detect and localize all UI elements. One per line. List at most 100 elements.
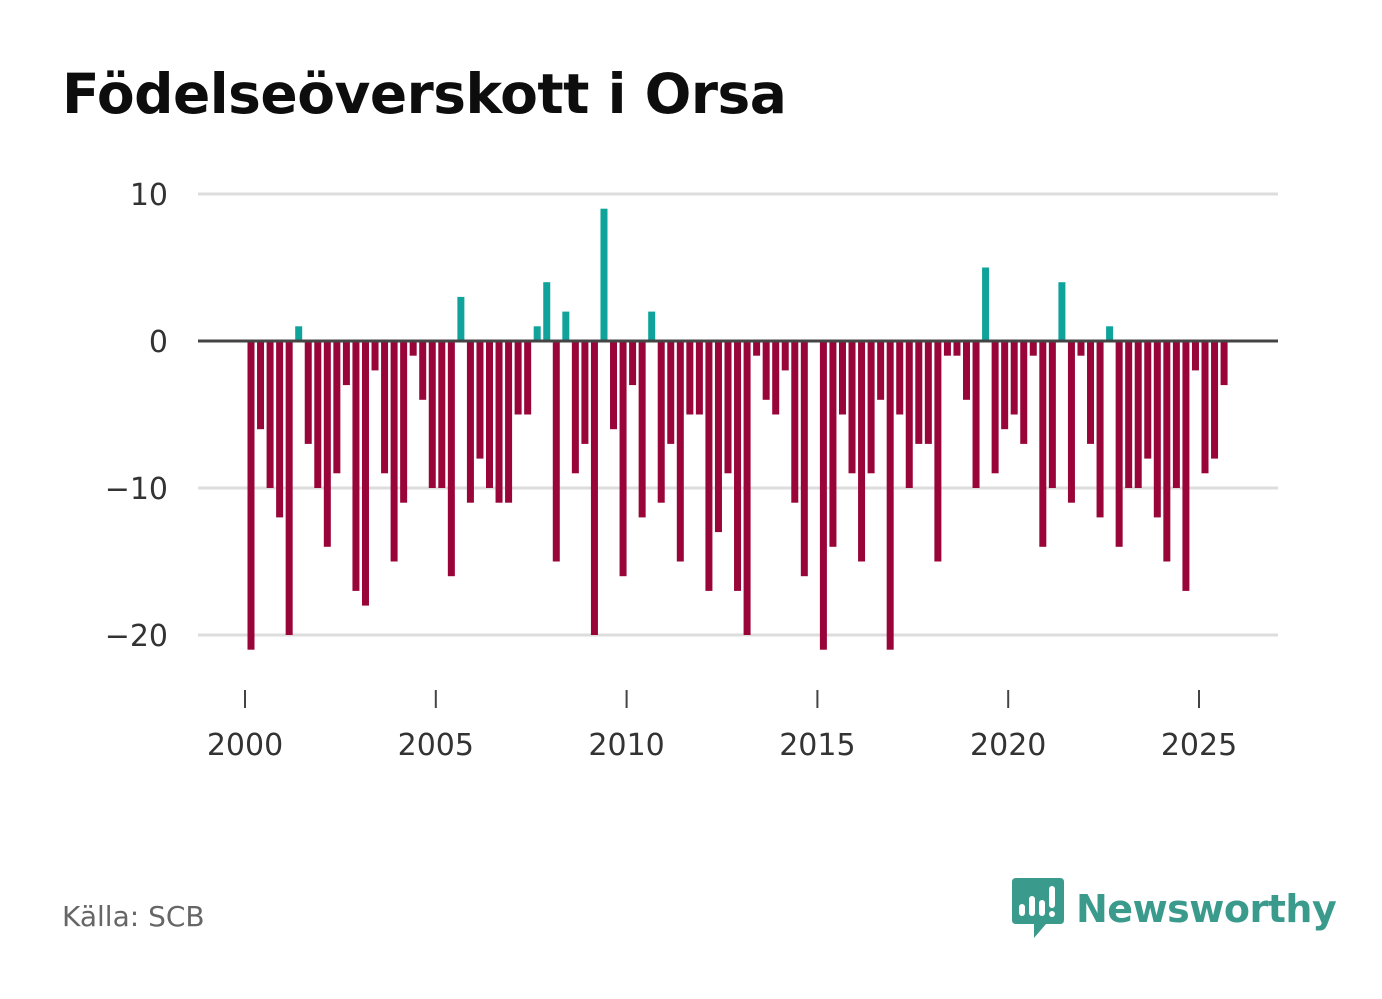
bar xyxy=(1201,341,1209,474)
bar xyxy=(590,341,598,635)
bar xyxy=(943,341,951,356)
bar xyxy=(829,341,837,547)
y-axis: 10 0 −10 −20 xyxy=(105,178,168,654)
bar-chart: 10 0 −10 −20 2000 2005 2010 2015 2020 2025 xyxy=(105,178,1278,763)
bar xyxy=(695,341,703,415)
bar xyxy=(753,341,761,356)
bar xyxy=(1172,341,1180,488)
bar xyxy=(533,326,541,341)
bar xyxy=(819,341,827,650)
bar xyxy=(419,341,427,400)
bar xyxy=(352,341,360,591)
bar xyxy=(1087,341,1095,444)
x-axis: 2000 2005 2010 2015 2020 2025 xyxy=(207,690,1237,763)
bar xyxy=(619,341,627,577)
bar xyxy=(1191,341,1199,371)
bar xyxy=(323,341,331,547)
bar xyxy=(629,341,637,386)
bar xyxy=(1039,341,1047,547)
bar xyxy=(676,341,684,562)
bar xyxy=(381,341,389,474)
brand-name: Newsworthy xyxy=(1076,887,1337,931)
bar xyxy=(924,341,932,444)
bar xyxy=(657,341,665,503)
bar xyxy=(333,341,341,474)
bar xyxy=(438,341,446,488)
bar xyxy=(1058,282,1066,341)
brand-logo: Newsworthy xyxy=(1012,878,1337,940)
bar xyxy=(972,341,980,488)
bar xyxy=(314,341,322,488)
bar xyxy=(562,311,570,341)
bar xyxy=(791,341,799,503)
bar xyxy=(524,341,532,415)
bar xyxy=(915,341,923,444)
bar xyxy=(867,341,875,474)
bar xyxy=(486,341,493,488)
bar xyxy=(1001,341,1009,430)
x-tick-label: 2005 xyxy=(398,728,474,763)
bar xyxy=(1220,341,1228,386)
x-tick-label: 2010 xyxy=(588,728,664,763)
bar xyxy=(581,341,589,444)
bar xyxy=(1211,341,1219,459)
bar xyxy=(495,341,503,503)
bar xyxy=(285,341,293,635)
bar xyxy=(877,341,885,400)
bar xyxy=(371,341,379,371)
bar xyxy=(934,341,942,562)
bar xyxy=(266,341,274,488)
bar xyxy=(390,341,398,562)
bar xyxy=(886,341,894,650)
bar xyxy=(648,311,656,341)
bar xyxy=(505,341,513,503)
bar xyxy=(705,341,713,591)
bar xyxy=(953,341,961,356)
bar xyxy=(361,341,369,606)
bar xyxy=(1096,341,1104,518)
bar xyxy=(1144,341,1152,459)
bar xyxy=(457,296,465,341)
bar xyxy=(743,341,751,635)
bar xyxy=(982,267,990,341)
bar xyxy=(1125,341,1133,488)
bar xyxy=(734,341,742,591)
bar xyxy=(781,341,789,371)
bar xyxy=(600,208,608,341)
bar xyxy=(1182,341,1190,591)
bar xyxy=(1163,341,1171,562)
x-tick-label: 2020 xyxy=(970,728,1046,763)
bar xyxy=(686,341,694,415)
bar xyxy=(571,341,579,474)
bar xyxy=(428,341,436,488)
bars xyxy=(247,208,1228,650)
x-tick-label: 2000 xyxy=(207,728,283,763)
bar xyxy=(543,282,551,341)
bar xyxy=(304,341,312,444)
bar xyxy=(447,341,455,577)
bar xyxy=(476,341,484,459)
bar xyxy=(1067,341,1075,503)
y-tick-label: −10 xyxy=(105,472,168,507)
bar xyxy=(667,341,675,444)
bar xyxy=(1115,341,1123,547)
bar xyxy=(1106,326,1114,341)
bar xyxy=(800,341,808,577)
newsworthy-logo-icon xyxy=(1012,878,1064,938)
y-tick-label: 0 xyxy=(149,325,168,360)
bar xyxy=(1153,341,1161,518)
bar xyxy=(714,341,722,533)
bar xyxy=(858,341,866,562)
bar xyxy=(1020,341,1028,444)
bar xyxy=(762,341,770,400)
y-tick-label: −20 xyxy=(105,619,168,654)
y-tick-label: 10 xyxy=(130,178,168,213)
bar xyxy=(838,341,846,415)
bar xyxy=(1029,341,1037,356)
x-tick-label: 2025 xyxy=(1161,728,1237,763)
chart-title: Födelseöverskott i Orsa xyxy=(62,62,787,126)
bar xyxy=(514,341,522,415)
bar xyxy=(247,341,255,650)
bar xyxy=(342,341,350,386)
bar xyxy=(610,341,618,430)
